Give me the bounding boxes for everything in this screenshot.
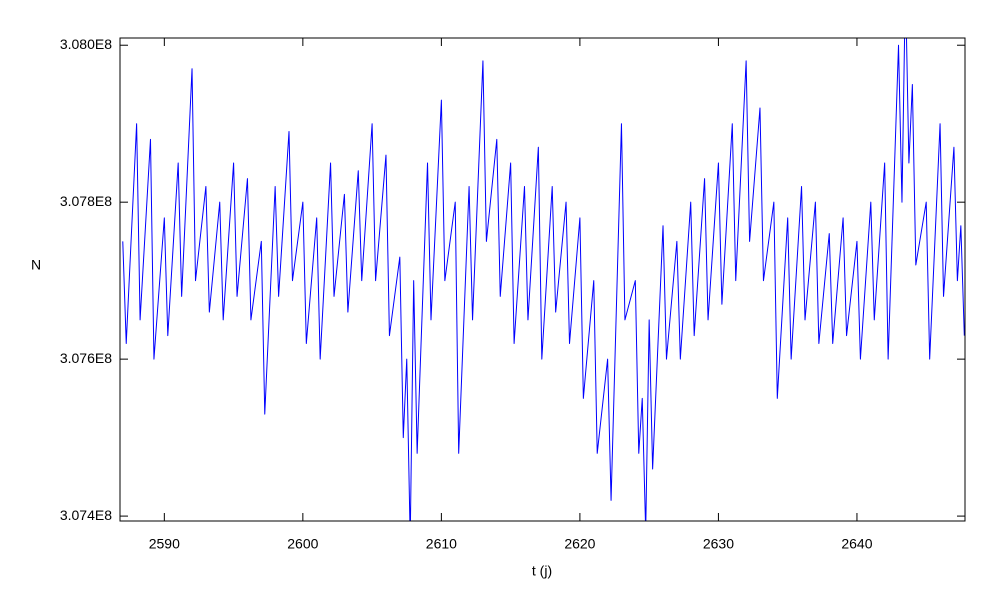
- x-tick-label: 2600: [287, 536, 318, 552]
- y-tick-label: 3.076E8: [60, 350, 112, 366]
- x-tick-label: 2610: [426, 536, 457, 552]
- y-tick-label: 3.080E8: [60, 36, 112, 52]
- x-tick-label: 2640: [841, 536, 872, 552]
- x-tick-label: 2630: [703, 536, 734, 552]
- x-tick-label: 2620: [564, 536, 595, 552]
- y-tick-label: 3.074E8: [60, 507, 112, 523]
- y-axis-label: N: [31, 257, 41, 273]
- plot-frame: [119, 37, 966, 522]
- y-tick-label: 3.078E8: [60, 193, 112, 209]
- x-tick-label: 2590: [149, 536, 180, 552]
- x-axis-label: t (j): [532, 563, 552, 579]
- data-line: [122, 38, 965, 521]
